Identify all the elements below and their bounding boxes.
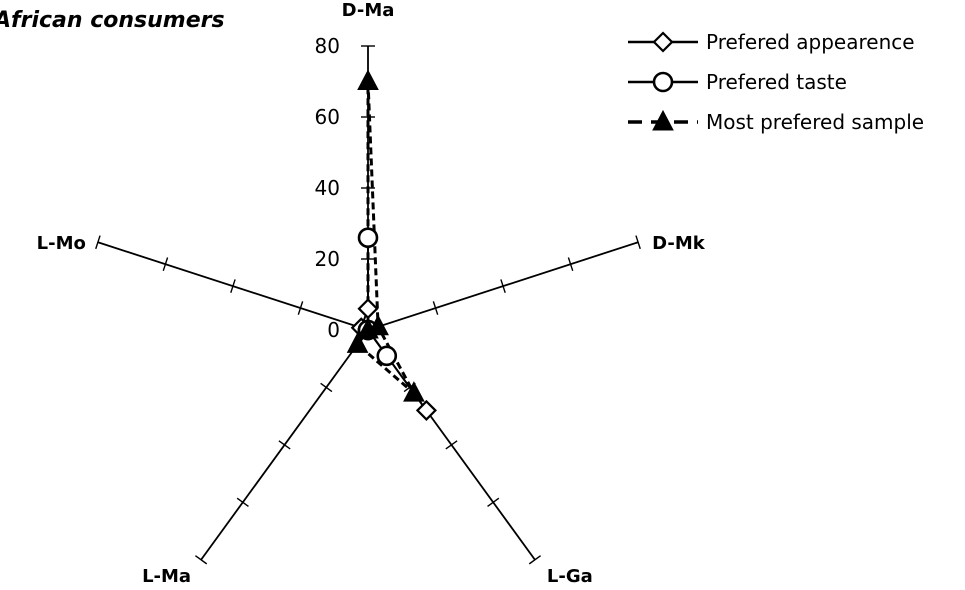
data-point: [376, 345, 398, 367]
axis-tick: [194, 555, 208, 565]
axis-tick: [297, 301, 304, 315]
legend-marker: [652, 31, 674, 53]
category-label: L-Mo: [37, 233, 86, 254]
axis-tick: [95, 235, 101, 250]
data-point: [346, 332, 369, 353]
markers-layer: [346, 69, 437, 421]
data-point: [357, 227, 379, 248]
axis-tick: [320, 382, 333, 393]
legend-marker: [652, 109, 674, 131]
data-point: [357, 317, 379, 339]
labels-layer: 0 20 40 60 80D-Ma D-Mk L-Ga L-Ma L-Mo: [37, 0, 706, 587]
axis-tick: [635, 235, 641, 250]
axis-tick: [528, 555, 542, 565]
tick-label: 0: [327, 318, 340, 342]
tick-label: 20: [315, 247, 340, 271]
data-point: [357, 69, 379, 90]
axis-tick: [445, 440, 458, 450]
axis-tick: [567, 257, 574, 272]
data-point: [415, 399, 437, 421]
category-label: L-Ma: [142, 566, 191, 587]
axis-tick: [162, 257, 169, 272]
category-label: D-Mk: [652, 233, 706, 254]
axis-tick: [230, 279, 236, 293]
axis-tick: [500, 279, 506, 293]
tick-label: 40: [315, 176, 340, 200]
legend: Prefered appearence Prefered taste Most pr…: [628, 30, 924, 134]
legend-marker: [652, 71, 674, 93]
category-label: D-Ma: [342, 0, 395, 21]
series-line-2: [356, 80, 416, 395]
axis-tick: [236, 497, 249, 508]
legend-label: Prefered taste: [706, 70, 847, 94]
axis-tick: [432, 301, 439, 315]
tick-label: 60: [315, 105, 340, 129]
tick-label: 80: [315, 34, 340, 58]
chart-title: African consumers: [0, 8, 225, 33]
axis-tick: [278, 440, 291, 450]
data-point: [403, 381, 425, 402]
data-point: [357, 298, 379, 320]
category-label: L-Ga: [547, 566, 593, 587]
legend-label: Most prefered sample: [706, 110, 924, 134]
legend-label: Prefered appearence: [706, 30, 915, 54]
axis-tick: [487, 497, 500, 508]
